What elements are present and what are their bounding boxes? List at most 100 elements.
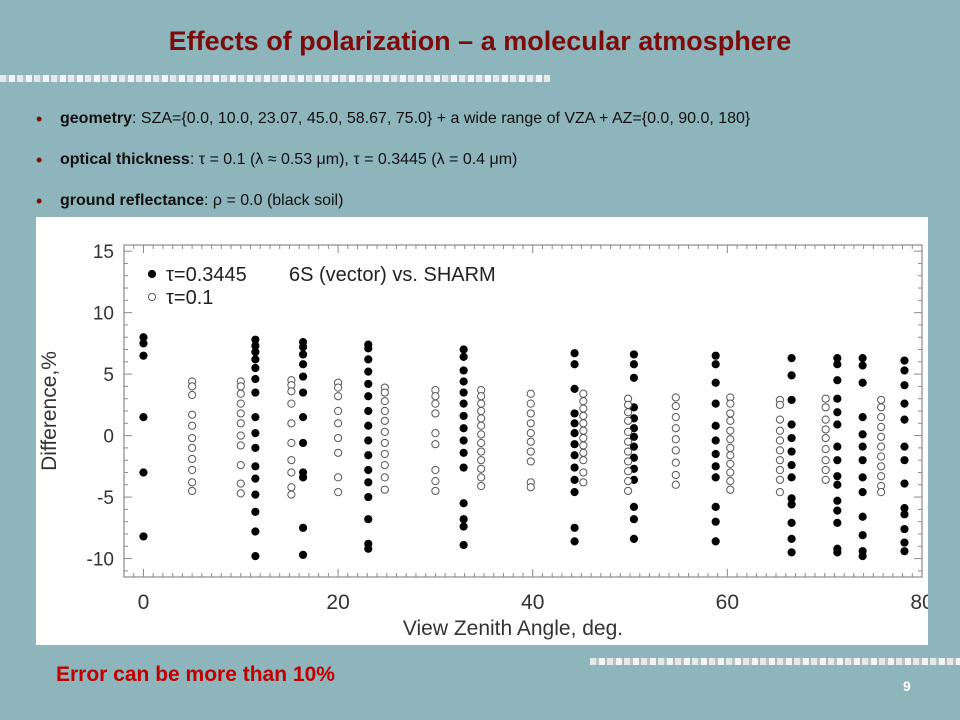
data-point-tau-03445	[364, 379, 373, 389]
data-point-tau-01	[821, 465, 830, 475]
data-point-tau-03445	[364, 344, 373, 353]
data-point-tau-03445	[459, 411, 468, 421]
data-point-tau-03445	[459, 522, 468, 531]
data-point-tau-03445	[787, 433, 796, 443]
data-point-tau-03445	[459, 436, 468, 445]
scatter-plot: 0 20 40 60 80 15 10 5 0 -5 -10 View Zenith Angle, d…	[38, 242, 928, 640]
data-point-tau-03445	[251, 551, 260, 561]
data-point-tau-03445	[139, 413, 148, 422]
data-point-tau-01	[477, 447, 486, 456]
data-point-tau-03445	[900, 442, 909, 451]
data-point-tau-03445	[629, 350, 639, 359]
data-point-tau-03445	[570, 463, 579, 472]
data-point-tau-01	[477, 430, 486, 439]
bullet-label: geometry	[60, 110, 133, 127]
x-axis-label: View Zenith Angle, deg.	[403, 617, 623, 640]
data-point-tau-03445	[364, 515, 373, 524]
data-point-tau-01	[775, 415, 785, 424]
data-point-tau-01	[726, 399, 735, 408]
data-point-tau-01	[624, 408, 633, 417]
data-point-tau-03445	[711, 537, 720, 546]
data-point-tau-01	[477, 481, 486, 491]
data-point-tau-01	[333, 392, 343, 401]
data-point-tau-03445	[900, 510, 909, 519]
data-point-tau-03445	[629, 515, 639, 524]
data-point-tau-01	[775, 446, 785, 455]
bullet-text: : SZA={0.0, 10.0, 23.07, 45.0, 58.67, 75…	[132, 110, 751, 127]
data-point-tau-03445	[858, 413, 867, 422]
data-point-tau-03445	[711, 473, 720, 482]
bullet-geometry: • geometry: SZA={0.0, 10.0, 23.07, 45.0,…	[36, 109, 936, 151]
bullet-text: : τ = 0.1 (λ ≈ 0.53 μm), τ = 0.3445 (λ =…	[189, 151, 518, 168]
data-point-tau-01	[477, 473, 486, 482]
data-point-tau-03445	[364, 492, 373, 502]
y-tick-label: 0	[103, 427, 114, 448]
data-point-tau-03445	[298, 413, 308, 422]
data-point-tau-01	[579, 433, 588, 443]
data-point-tau-01	[380, 416, 389, 425]
data-point-tau-03445	[364, 392, 373, 401]
data-point-tau-03445	[711, 517, 720, 526]
data-point-tau-01	[775, 465, 785, 475]
data-point-tau-03445	[833, 420, 842, 429]
data-point-tau-01	[726, 435, 735, 444]
data-point-tau-01	[726, 468, 735, 477]
data-point-tau-01	[333, 473, 343, 482]
data-point-tau-01	[671, 424, 680, 433]
data-point-tau-03445	[570, 384, 579, 393]
data-point-tau-03445	[900, 356, 909, 365]
data-point-tau-01	[624, 476, 633, 486]
data-point-tau-01	[877, 442, 886, 451]
data-point-tau-01	[726, 476, 735, 486]
data-point-tau-01	[821, 433, 830, 443]
data-point-tau-03445	[833, 480, 842, 489]
data-point-tau-03445	[364, 406, 373, 416]
data-point-tau-03445	[629, 424, 639, 433]
data-point-tau-03445	[364, 436, 373, 445]
data-point-tau-03445	[570, 360, 579, 369]
data-point-tau-03445	[900, 538, 909, 547]
data-point-tau-01	[526, 399, 535, 408]
data-point-tau-01	[579, 426, 588, 435]
data-point-tau-01	[333, 488, 343, 497]
data-point-tau-01	[333, 383, 343, 392]
data-point-tau-01	[579, 478, 588, 487]
data-point-tau-03445	[833, 376, 842, 385]
data-point-tau-01	[624, 437, 633, 446]
data-point-tau-01	[726, 443, 735, 452]
data-point-tau-01	[188, 390, 197, 400]
data-point-tau-03445	[833, 394, 842, 403]
data-point-tau-03445	[787, 395, 796, 405]
data-point-tau-03445	[251, 363, 260, 373]
data-point-tau-01	[287, 438, 296, 448]
chart-title: 6S (vector) vs. SHARM	[289, 264, 496, 286]
data-point-tau-03445	[711, 436, 720, 445]
data-point-tau-01	[477, 456, 486, 465]
legend-label-tau-01: τ=0.1	[166, 287, 213, 309]
x-tick-label: 0	[138, 591, 150, 614]
data-point-tau-03445	[364, 544, 373, 553]
data-point-tau-03445	[711, 462, 720, 471]
data-point-tau-03445	[787, 518, 796, 527]
decorative-rule-top	[0, 75, 550, 82]
data-point-tau-03445	[833, 548, 842, 557]
data-point-tau-01	[526, 483, 535, 492]
data-point-tau-01	[671, 413, 680, 422]
data-point-tau-01	[188, 486, 197, 496]
legend-label-tau-03445: τ=0.3445	[166, 264, 247, 286]
data-point-tau-03445	[251, 507, 260, 516]
data-point-tau-01	[236, 441, 245, 450]
data-point-tau-03445	[251, 490, 260, 499]
data-point-tau-01	[821, 394, 830, 403]
data-point-tau-01	[671, 435, 680, 444]
data-point-tau-01	[477, 438, 486, 448]
x-tick-label: 40	[521, 591, 544, 614]
data-point-tau-03445	[787, 354, 796, 363]
data-point-tau-03445	[570, 440, 579, 449]
data-point-tau-03445	[787, 420, 796, 429]
data-point-tau-01	[726, 485, 735, 494]
data-point-tau-03445	[139, 532, 148, 541]
data-point-tau-01	[579, 397, 588, 406]
data-point-tau-01	[579, 419, 588, 428]
data-point-tau-03445	[711, 351, 720, 360]
